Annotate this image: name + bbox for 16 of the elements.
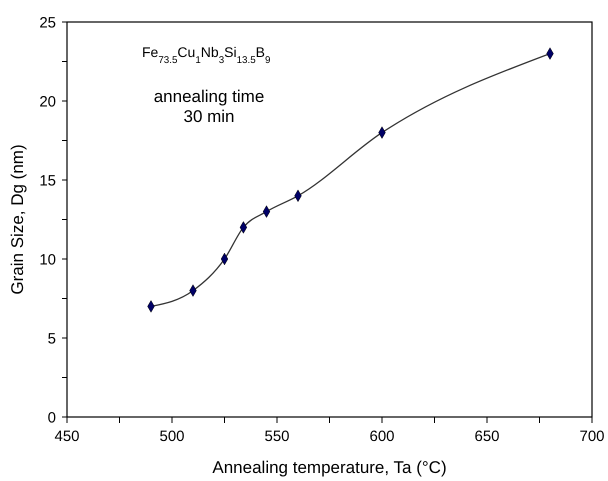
x-tick-label: 600 (369, 428, 395, 445)
text: Fe$_{73.5}$Cu$_{1}$Nb$_{3}$Si$_{13.5}$B$_{9}$ (142, 44, 270, 66)
y-tick-label: 10 (39, 251, 56, 268)
x-tick-label: 550 (264, 428, 290, 445)
y-tick-label: 15 (39, 172, 56, 190)
y-tick-label: 20 (39, 93, 56, 110)
x-tick-label: 650 (474, 428, 500, 445)
x-tick-label: 700 (579, 428, 605, 445)
y-tick-label: 25 (39, 14, 56, 32)
y-tick-label: 0 (48, 409, 56, 426)
x-axis-title: Annealing temperature, Ta (°C) (212, 458, 447, 477)
x-tick-label: 450 (54, 428, 80, 445)
y-axis-title: Grain Size, Dg (nm) (8, 144, 27, 295)
x-tick-label: 500 (159, 428, 185, 445)
annotation: annealing time 30 min (154, 87, 264, 126)
y-tick-label: 5 (48, 330, 56, 348)
